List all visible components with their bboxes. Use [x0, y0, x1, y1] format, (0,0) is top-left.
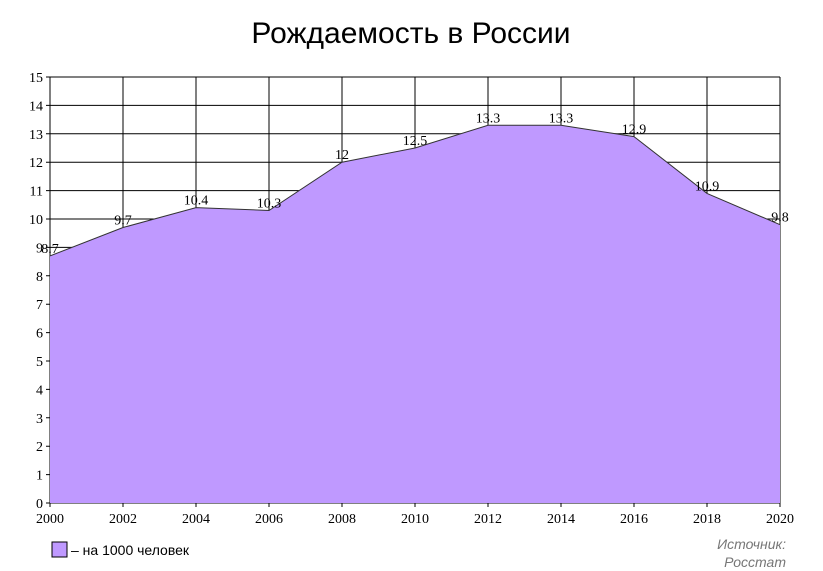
area-layer [49, 124, 781, 503]
data-label: 13.3 [476, 111, 501, 126]
source-label: Источник: [717, 536, 786, 552]
y-tick-label: 12 [29, 156, 43, 171]
x-tick-label: 2000 [36, 512, 64, 527]
x-tick-label: 2014 [547, 512, 575, 527]
y-tick-label: 8 [36, 270, 43, 285]
x-tick-label: 2006 [255, 512, 283, 527]
y-tick-label: 1 [36, 469, 43, 484]
y-tick-label: 4 [36, 383, 43, 398]
data-label: 10.4 [184, 194, 209, 209]
data-label: 12.5 [403, 134, 428, 149]
data-label: 10.3 [257, 196, 282, 211]
data-label: 9.7 [114, 214, 132, 229]
x-tick-label: 2010 [401, 512, 429, 527]
y-tick-label: 0 [36, 497, 43, 512]
y-tick-label: 3 [36, 412, 43, 427]
x-tick-label: 2008 [328, 512, 356, 527]
area-fill [50, 125, 780, 503]
data-label: 8.7 [41, 242, 59, 257]
x-tick-label: 2018 [693, 512, 721, 527]
y-tick-label: 7 [36, 298, 43, 313]
data-label: 9.8 [771, 211, 789, 226]
data-label: 12 [335, 148, 349, 163]
y-tick-label: 14 [29, 99, 43, 114]
y-tick-label: 9 [36, 241, 43, 256]
y-tick-label: 6 [36, 327, 43, 342]
legend-label: – на 1000 человек [71, 542, 190, 558]
x-tick-label: 2012 [474, 512, 502, 527]
legend-swatch [51, 541, 68, 558]
chart-title: Рождаемость в России [251, 17, 570, 50]
y-tick-label: 11 [30, 185, 43, 200]
series-line [49, 124, 781, 257]
data-label: 13.3 [549, 111, 574, 126]
x-tick-label: 2002 [109, 512, 137, 527]
x-tick-label: 2020 [766, 512, 794, 527]
x-tick-label: 2004 [182, 512, 210, 527]
y-tick-label: 5 [36, 355, 43, 370]
x-axis: 2000 2002 2004 2006 2008 2010 2012 2014 2016 2018… [36, 512, 794, 527]
y-tick-label: 10 [29, 213, 43, 228]
x-tick-label: 2016 [620, 512, 648, 527]
y-tick-label: 15 [29, 71, 43, 86]
source-value: Росстат [724, 554, 786, 570]
data-label: 10.9 [695, 179, 720, 194]
y-tick-label: 2 [36, 440, 43, 455]
y-tick-label: 13 [29, 128, 43, 143]
data-label: 12.9 [622, 123, 647, 138]
legend: – на 1000 человек [51, 541, 190, 558]
data-labels: 8.7 9.7 10.4 10.3 12 12.5 13.3 13.3 12.9 10.9 9.8 [41, 111, 789, 257]
